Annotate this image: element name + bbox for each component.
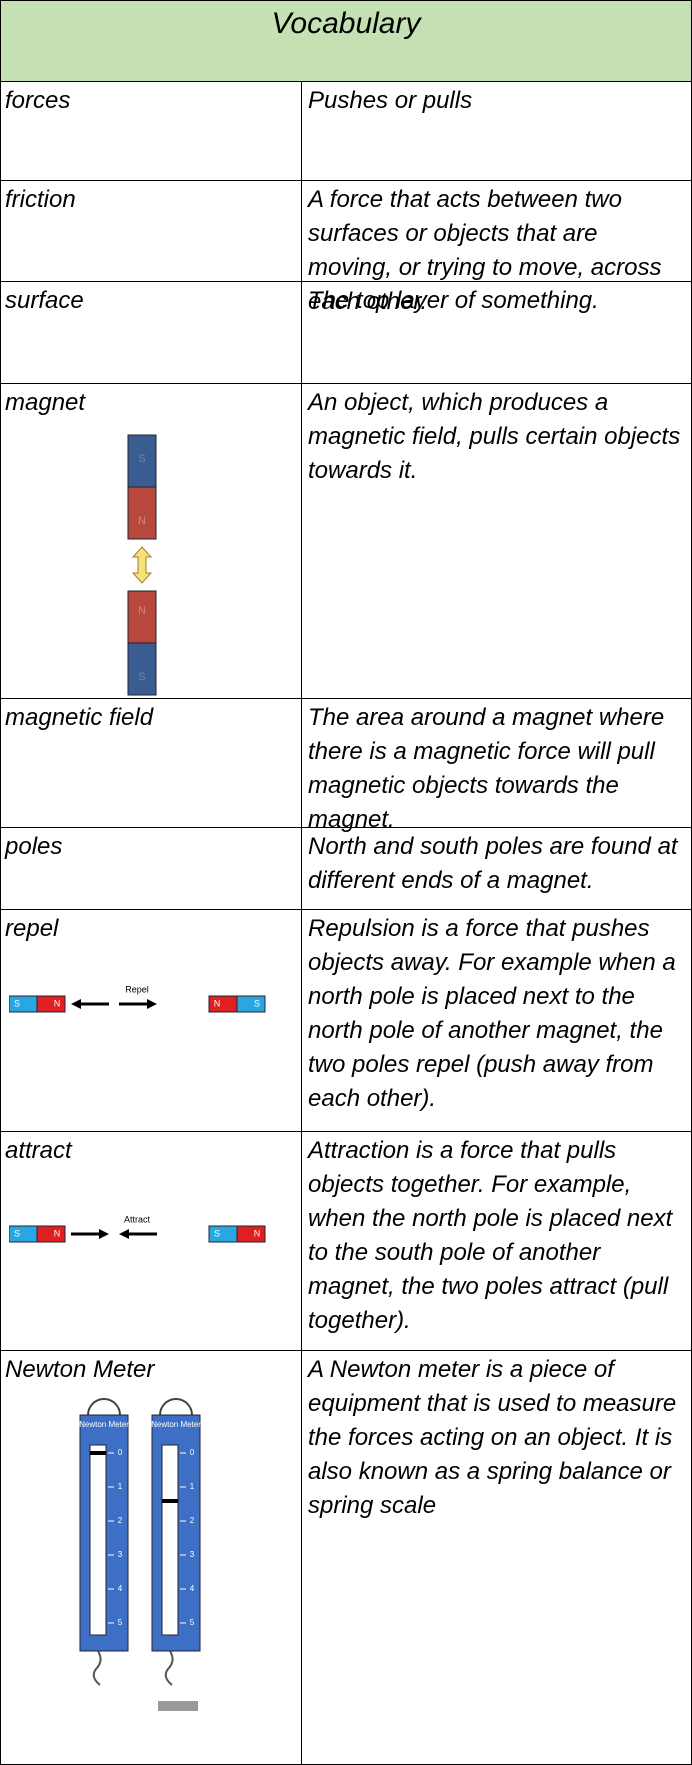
term: surface <box>5 287 84 314</box>
definition: Attraction is a force that pulls objects… <box>308 1137 673 1334</box>
definition: A Newton meter is a piece of equipment t… <box>308 1356 677 1519</box>
definition: Repulsion is a force that pushes objects… <box>308 915 676 1112</box>
image-label: 4 <box>118 1584 123 1593</box>
spring-end <box>92 1650 102 1686</box>
magnet-part <box>127 642 157 696</box>
vocabulary-row: magnet S N N S An object, which produces a ma… <box>1 384 691 699</box>
image-label: 0 <box>190 1448 195 1457</box>
pointer <box>162 1499 178 1503</box>
term: Newton Meter <box>5 1356 155 1383</box>
image-label: S <box>254 998 260 1008</box>
magnet-part <box>127 434 157 488</box>
image-label: N <box>54 1228 61 1238</box>
term-cell: poles <box>1 828 302 909</box>
term: magnet <box>5 389 86 416</box>
definition: An object, which produces a magnetic fie… <box>308 389 681 484</box>
magnet-part <box>127 486 157 540</box>
image-label: 4 <box>190 1584 195 1593</box>
illustration: S N N S <box>127 434 157 696</box>
term: magnetic field <box>5 704 154 731</box>
image-label: Newton Meter <box>151 1420 201 1429</box>
image-label: N <box>138 515 146 527</box>
vocabulary-row: repel S N N S Repel Repulsion is a force that … <box>1 910 691 1132</box>
image-label: Repel <box>125 984 149 994</box>
image-label: 3 <box>118 1550 123 1559</box>
term: attract <box>5 1137 72 1164</box>
term-cell: repel S N N S Repel <box>1 910 302 1131</box>
arrow-head <box>71 999 81 1009</box>
image-label: N <box>214 998 221 1008</box>
meter-window <box>161 1444 179 1636</box>
image-label: S <box>14 1228 20 1238</box>
illustration: S N N S Repel <box>9 984 266 1013</box>
term: repel <box>5 915 59 942</box>
term-cell: magnetic field <box>1 699 302 827</box>
vocabulary-row: magnetic field The area around a magnet w… <box>1 699 691 833</box>
term: poles <box>5 833 63 860</box>
header-title: Vocabulary <box>1 1 691 82</box>
vocabulary-row: Newton Meter Newton Meter 0 1 2 3 4 5 Newton Met… <box>1 1351 691 1765</box>
image-label: 0 <box>118 1448 123 1457</box>
magnet-part <box>36 995 66 1013</box>
arrow-head <box>99 1229 109 1239</box>
vocabulary-table: forces Pushes or pulls friction A force tha… <box>1 82 691 1765</box>
image-label: Newton Meter <box>79 1420 129 1429</box>
vocabulary-row: forces Pushes or pulls <box>1 82 691 181</box>
image-label: 5 <box>118 1618 123 1627</box>
image-label: S <box>138 671 145 683</box>
term-cell: friction <box>1 181 302 281</box>
arrow-head <box>119 1229 129 1239</box>
term-cell: surface <box>1 282 302 383</box>
image-label: 5 <box>190 1618 195 1627</box>
vocabulary-row: poles North and south poles are found at … <box>1 828 691 910</box>
magnet-part <box>36 1225 66 1243</box>
pointer <box>90 1451 106 1455</box>
term: friction <box>5 186 76 213</box>
magnet-part <box>236 995 266 1013</box>
image-label: 1 <box>118 1482 123 1491</box>
arrow-head <box>147 999 157 1009</box>
image-label: 2 <box>118 1516 123 1525</box>
vocabulary-row: friction A force that acts between two su… <box>1 181 691 315</box>
image-label: N <box>254 1228 261 1238</box>
definition: Pushes or pulls <box>308 87 473 114</box>
image-label: S <box>14 998 20 1008</box>
image-label: 1 <box>190 1482 195 1491</box>
magnet-part <box>127 590 157 644</box>
hook <box>87 1398 121 1416</box>
weight <box>158 1701 198 1711</box>
term-cell: forces <box>1 82 302 180</box>
definition: North and south poles are found at diffe… <box>308 833 678 894</box>
illustration: Newton Meter 0 1 2 3 4 5 Newton Meter 0 1 2 3 4 5 <box>79 1398 201 1711</box>
definition: The area around a magnet where there is … <box>308 704 665 833</box>
arrow <box>131 546 153 584</box>
image-label: Attract <box>124 1214 151 1224</box>
definition: A force that acts between two surfaces o… <box>308 186 662 315</box>
vocabulary-row: attract S N S N Attract Attraction is a force … <box>1 1132 691 1351</box>
meter-window <box>89 1444 107 1636</box>
magnet-part <box>236 1225 266 1243</box>
image-label: 2 <box>190 1516 195 1525</box>
illustration: S N S N Attract <box>9 1214 266 1243</box>
term: forces <box>5 87 71 114</box>
spring-end <box>164 1650 174 1686</box>
hook <box>159 1398 193 1416</box>
image-label: N <box>138 605 146 617</box>
image-label: 3 <box>190 1550 195 1559</box>
image-label: S <box>214 1228 220 1238</box>
term-cell: attract S N S N Attract <box>1 1132 302 1350</box>
vocabulary-row: surface The top layer of something. <box>1 282 691 384</box>
image-label: S <box>138 453 145 465</box>
term-cell: Newton Meter Newton Meter 0 1 2 3 4 5 Newton Met… <box>1 1351 302 1765</box>
term-cell: magnet S N N S <box>1 384 302 698</box>
definition: The top layer of something. <box>308 287 599 314</box>
image-label: N <box>54 998 61 1008</box>
